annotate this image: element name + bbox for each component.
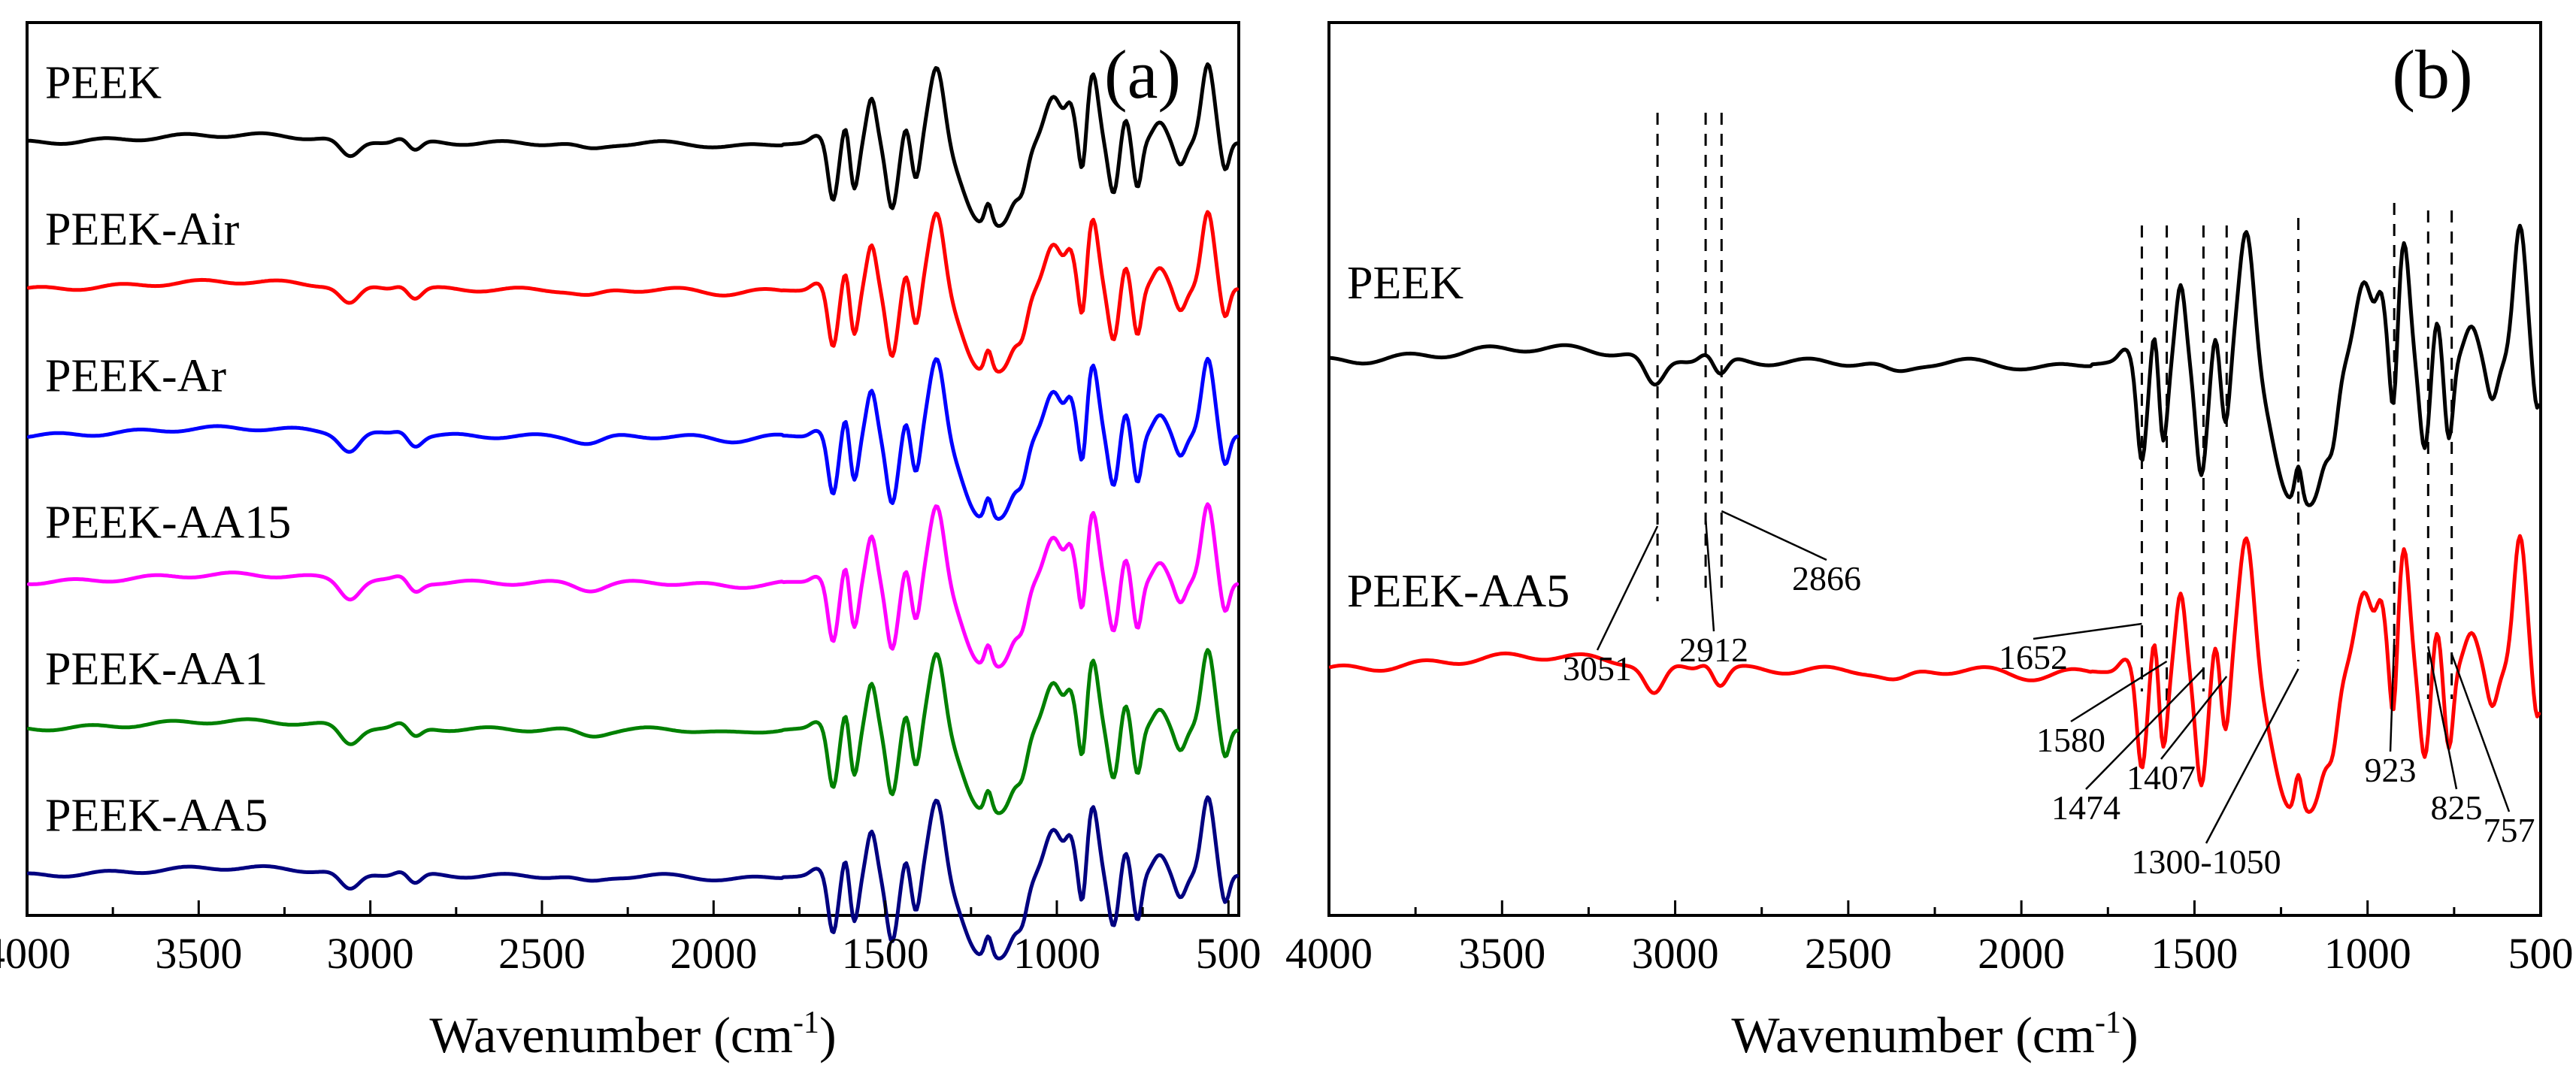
x-tick-label: 4000 xyxy=(1285,929,1373,978)
peak-annotation: 825 xyxy=(2431,788,2483,827)
series-label: PEEK-AA5 xyxy=(45,791,268,842)
panel-b: PEEK PEEK-AA5 3051 2912 2866 1652 1580 1474140… xyxy=(1285,21,2574,1063)
annotation-leader xyxy=(2085,668,2205,790)
x-tick-label: 3000 xyxy=(327,929,414,978)
spectrum-peek xyxy=(26,62,1240,228)
x-tick-label: 500 xyxy=(2508,929,2574,978)
peak-annotation: 923 xyxy=(2365,751,2417,789)
annotation-leader xyxy=(2160,676,2228,760)
x-tick-label: 2000 xyxy=(670,929,757,978)
x-tick-label: 3500 xyxy=(1458,929,1545,978)
panel-a-series-labels: PEEK PEEK-Air PEEK-Ar PEEK-AA15 PEEK-AA1 PEEK… xyxy=(45,58,291,842)
panel-a-x-axis-title-main: Wavenumber (cm xyxy=(429,1006,793,1063)
panel-b-x-axis-title: Wavenumber (cm-1) xyxy=(1731,1006,2138,1063)
series-label: PEEK xyxy=(1347,258,1464,309)
spectrum-peek-aa15 xyxy=(26,502,1240,669)
panel-a-spectra xyxy=(26,62,1240,961)
annotation-leader xyxy=(2389,638,2396,752)
peak-annotation: 1580 xyxy=(2036,721,2105,759)
panel-a-label: (a) xyxy=(1104,36,1181,113)
spectrum-peek xyxy=(1328,223,2541,507)
spectrum-peek-ar xyxy=(26,356,1240,521)
panel-b-band-markers xyxy=(1656,113,2453,706)
x-tick-label: 4000 xyxy=(0,929,71,978)
x-tick-label: 1000 xyxy=(2324,929,2411,978)
annotation-leader xyxy=(2427,646,2458,790)
spectrum-peek-aa5 xyxy=(26,795,1240,961)
x-tick-label: 500 xyxy=(1196,929,1261,978)
spectrum-peek-air xyxy=(26,210,1240,374)
annotation-leader xyxy=(1596,525,1659,651)
series-label: PEEK-AA15 xyxy=(45,498,291,549)
panel-a-x-axis-title-close: ) xyxy=(819,1006,837,1063)
x-tick-label: 2000 xyxy=(1978,929,2065,978)
peak-annotation: 1474 xyxy=(2051,788,2120,827)
x-tick-label: 3500 xyxy=(155,929,242,978)
panel-b-x-ticks: 4000 3500 3000 2500 2000 1500 1000 500 xyxy=(1285,900,2574,978)
x-tick-label: 1000 xyxy=(1013,929,1100,978)
panel-a-frame xyxy=(26,21,1240,917)
panel-b-frame xyxy=(1327,21,2542,917)
series-label: PEEK xyxy=(45,58,162,109)
peak-annotation: 1300-1050 xyxy=(2131,843,2281,881)
panel-a-x-axis-title: Wavenumber (cm-1) xyxy=(429,1006,836,1063)
annotation-leader xyxy=(2033,622,2142,640)
x-tick-label: 1500 xyxy=(842,929,929,978)
panel-b-label: (b) xyxy=(2392,36,2472,113)
x-tick-label: 2500 xyxy=(498,929,586,978)
spectrum-peek-aa1 xyxy=(26,648,1240,815)
peak-annotation: 3051 xyxy=(1563,649,1632,688)
panel-b-series-labels: PEEK PEEK-AA5 xyxy=(1347,258,1570,617)
peak-annotation: 1652 xyxy=(1999,638,2068,676)
x-tick-label: 3000 xyxy=(1632,929,1719,978)
peak-annotation: 757 xyxy=(2484,811,2535,849)
peak-annotation: 2912 xyxy=(1679,631,1748,669)
annotation-leader xyxy=(2205,668,2299,844)
x-tick-label: 1500 xyxy=(2151,929,2238,978)
series-label: PEEK-Ar xyxy=(45,351,226,402)
panel-b-x-axis-title-close: ) xyxy=(2121,1006,2139,1063)
panel-b-spectra xyxy=(1328,223,2541,814)
annotation-leader xyxy=(2070,660,2168,723)
x-tick-label: 2500 xyxy=(1805,929,1892,978)
series-label: PEEK-Air xyxy=(45,204,240,256)
peak-annotation: 1407 xyxy=(2126,758,2196,797)
annotation-leader xyxy=(1704,518,1715,632)
annotation-leader xyxy=(1721,510,1827,561)
panel-a-x-axis-title-superscript: -1 xyxy=(793,1006,819,1040)
annotation-leader xyxy=(2450,653,2511,812)
panel-a: PEEK PEEK-Air PEEK-Ar PEEK-AA15 PEEK-AA1 PEEK… xyxy=(0,21,1261,1063)
spectrum-peek-aa5 xyxy=(1328,534,2541,814)
series-label: PEEK-AA1 xyxy=(45,644,268,695)
series-label: PEEK-AA5 xyxy=(1347,566,1570,617)
panel-a-x-ticks: 4000 3500 3000 2500 2000 1500 1000 500 xyxy=(0,900,1261,978)
peak-annotation: 2866 xyxy=(1792,559,1861,597)
panel-b-x-axis-title-superscript: -1 xyxy=(2095,1006,2121,1040)
panel-b-x-axis-title-main: Wavenumber (cm xyxy=(1731,1006,2095,1063)
